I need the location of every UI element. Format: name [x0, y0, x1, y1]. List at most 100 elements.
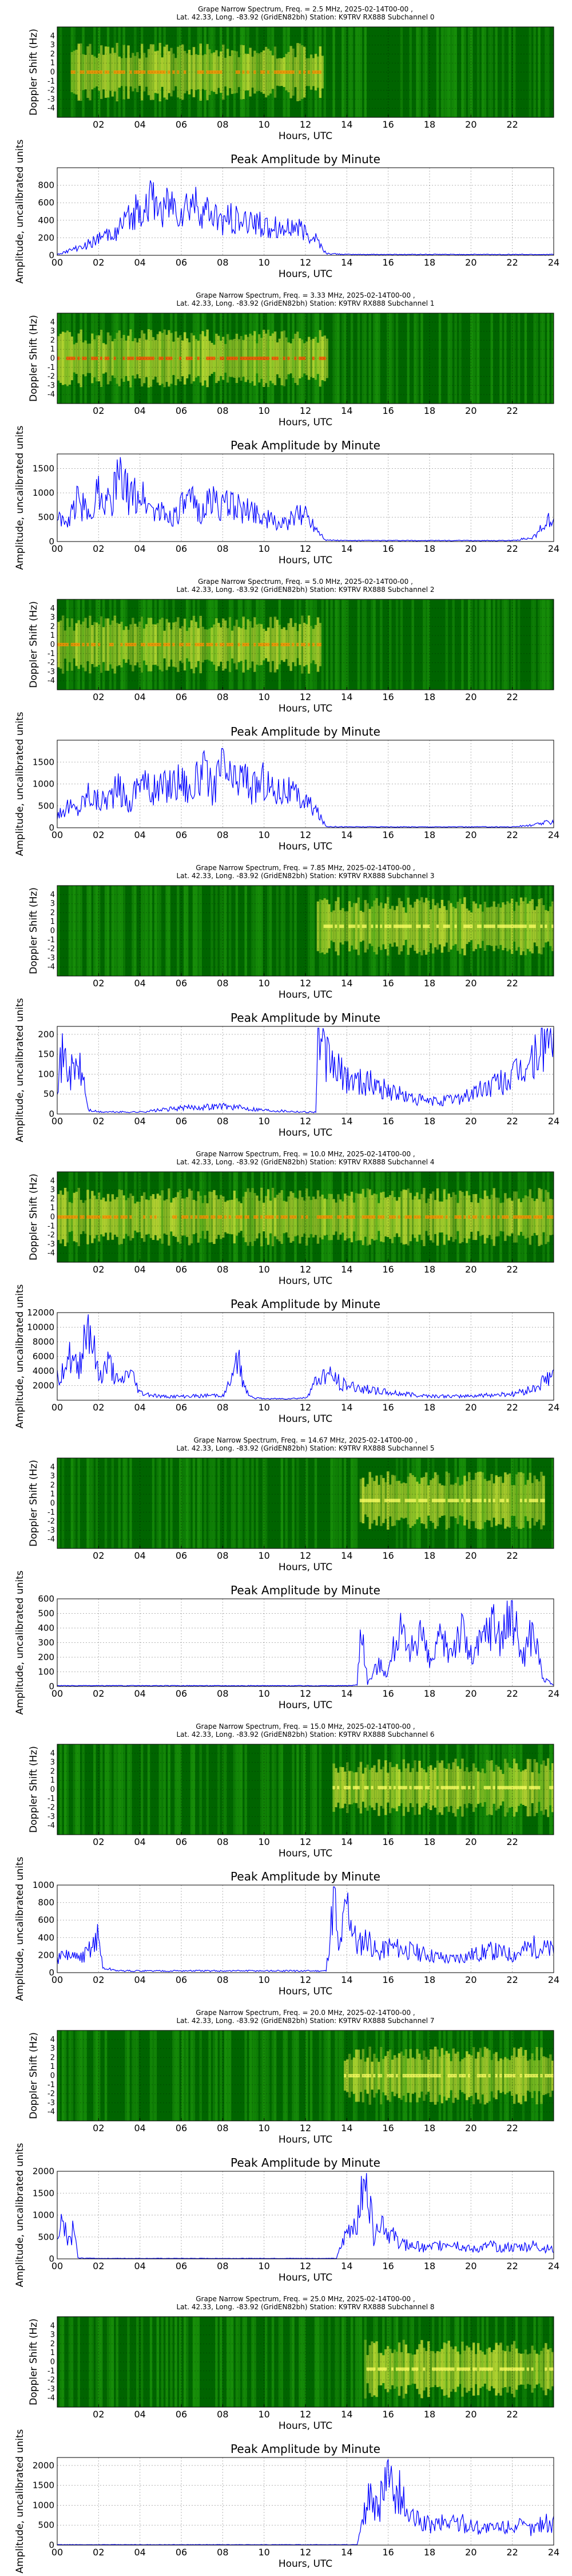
- carrier-trace: [371, 1499, 374, 1503]
- spectrogram-column: [256, 27, 259, 117]
- carrier-trace: [549, 1785, 552, 1789]
- spectrogram-column: [547, 27, 550, 117]
- spectrogram-column: [63, 2030, 67, 2121]
- carrier-trace: [371, 1785, 374, 1789]
- x-tick-label: 04: [134, 2261, 145, 2271]
- spectrogram-column: [264, 2030, 268, 2121]
- y-axis-label: Doppler Shift (Hz): [28, 29, 39, 116]
- x-tick-label: 10: [258, 1974, 269, 1985]
- signal-band: [335, 1768, 337, 1807]
- carrier-trace: [328, 1215, 331, 1219]
- carrier-trace: [154, 643, 157, 646]
- carrier-trace: [362, 1499, 365, 1503]
- carrier-trace: [217, 1215, 220, 1219]
- carrier-trace: [476, 924, 480, 929]
- x-tick-label: 00: [51, 1116, 63, 1127]
- carrier-trace: [258, 357, 261, 360]
- carrier-trace: [519, 924, 523, 929]
- signal-band: [125, 58, 128, 86]
- signal-band: [332, 1199, 335, 1235]
- signal-band: [204, 54, 206, 90]
- carrier-trace: [140, 357, 144, 360]
- y-tick-label: 500: [38, 2232, 54, 2242]
- y-tick-label: 2: [50, 1481, 55, 1490]
- spectrogram-column: [373, 599, 376, 690]
- spectrum-title: Grape Narrow Spectrum, Freq. = 2.5 MHz, …: [198, 5, 413, 13]
- spectrogram-column: [476, 27, 480, 117]
- carrier-trace: [98, 1215, 101, 1219]
- y-tick-label: 2: [50, 2053, 55, 2062]
- spectrogram-column: [251, 886, 254, 976]
- carrier-trace: [425, 1215, 428, 1219]
- carrier-trace: [174, 1215, 177, 1219]
- signal-band: [120, 338, 123, 379]
- carrier-trace: [373, 2074, 376, 2077]
- signal-band: [111, 341, 114, 376]
- carrier-trace: [436, 2074, 439, 2077]
- carrier-trace: [220, 70, 223, 74]
- carrier-trace: [362, 924, 365, 929]
- carrier-trace: [132, 643, 134, 646]
- x-tick-label: 08: [217, 119, 228, 130]
- carrier-trace: [476, 1499, 480, 1503]
- signal-band: [545, 1190, 547, 1244]
- carrier-trace: [454, 2074, 457, 2077]
- carrier-trace: [450, 2367, 452, 2371]
- carrier-trace: [499, 2367, 502, 2371]
- spectrogram-column: [305, 1458, 308, 1548]
- carrier-trace: [447, 1785, 451, 1789]
- signal-band: [346, 2059, 349, 2092]
- carrier-trace: [450, 1785, 452, 1789]
- carrier-trace: [499, 2074, 502, 2077]
- carrier-trace: [264, 357, 268, 360]
- spectrogram-column: [177, 2030, 180, 2121]
- spectrogram-column: [540, 1744, 543, 1835]
- carrier-trace: [371, 1215, 374, 1219]
- signal-band: [100, 1199, 103, 1235]
- signal-band: [388, 2349, 392, 2389]
- y-tick-label: 1500: [33, 2480, 54, 2491]
- signal-band: [466, 1767, 468, 1808]
- x-tick-label: 06: [176, 1688, 187, 1699]
- carrier-trace: [443, 1785, 446, 1789]
- carrier-trace: [423, 2367, 426, 2371]
- signal-band: [249, 1192, 252, 1242]
- signal-band: [299, 1190, 301, 1244]
- x-tick-label: 14: [341, 2123, 352, 2134]
- carrier-trace: [499, 924, 502, 929]
- carrier-trace: [522, 1215, 525, 1219]
- carrier-trace: [179, 643, 182, 646]
- x-tick-label: 06: [176, 543, 187, 554]
- carrier-trace: [364, 924, 367, 929]
- x-tick-label: 10: [258, 978, 269, 989]
- signal-band: [371, 2061, 374, 2090]
- spectrogram-column: [450, 27, 452, 117]
- spectrogram-column: [136, 2030, 139, 2121]
- signal-band: [359, 2059, 363, 2092]
- spectrogram-column: [237, 1458, 241, 1548]
- signal-band: [445, 2050, 448, 2101]
- carrier-trace: [348, 2074, 351, 2077]
- spectrogram-column: [341, 2030, 344, 2121]
- spectrogram-column: [80, 2030, 82, 2121]
- spectrogram-column: [411, 2317, 414, 2407]
- carrier-trace: [66, 1215, 69, 1219]
- spectrogram-column: [104, 1744, 108, 1835]
- signal-band: [125, 340, 128, 377]
- signal-band: [280, 331, 284, 386]
- carrier-trace: [149, 643, 153, 646]
- carrier-trace: [418, 924, 421, 929]
- carrier-trace: [414, 2367, 416, 2371]
- carrier-trace: [547, 2074, 550, 2077]
- signal-band: [447, 1194, 451, 1240]
- carrier-trace: [197, 70, 200, 74]
- spectrogram-column: [355, 1458, 358, 1548]
- spectrogram-column: [524, 886, 527, 976]
- spectrogram-column: [89, 1458, 92, 1548]
- spectrogram-column: [57, 886, 60, 976]
- carrier-trace: [242, 357, 245, 360]
- carrier-trace: [276, 357, 279, 360]
- signal-band: [470, 2350, 473, 2388]
- carrier-trace: [68, 1215, 72, 1219]
- amplitude-series-line: [57, 1028, 554, 1113]
